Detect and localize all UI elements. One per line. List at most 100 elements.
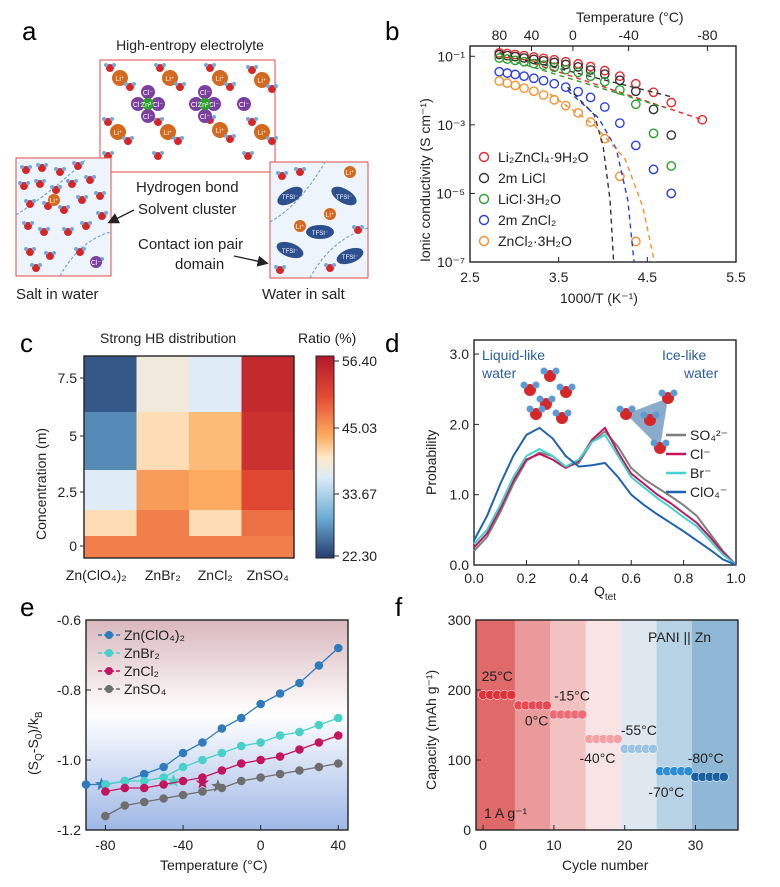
plot-e-axes: -80 -40 0 40 -0.6 -0.8 -1.0 -1.2 (57, 612, 346, 853)
water-hydrogen (76, 195, 80, 199)
plot-b-axes: 2.5 3.5 4.5 5.5 10⁻¹ 10⁻³ 10⁻⁵ 10⁻⁷ (436, 48, 746, 285)
water-molecule (60, 206, 68, 214)
water-molecule (154, 118, 162, 126)
plot-b-legend-label: LiCl·3H₂O (498, 191, 561, 207)
water-hydrogen (104, 211, 108, 215)
water-hydrogen (38, 227, 42, 231)
water-hydrogen (28, 165, 32, 169)
plot-e-point (256, 773, 265, 782)
plot-e-ytick-label: -1.0 (57, 752, 81, 768)
water-hydrogen (26, 181, 30, 185)
plot-d-ytick-label: 2.0 (450, 416, 470, 432)
chloride-ion-label: Cl⁻ (200, 90, 211, 97)
heatmap-cell (136, 470, 190, 511)
plot-b-legend-label: 2m LiCl (498, 170, 545, 186)
water-hydrogen (94, 191, 98, 195)
plot-d-xtick-label: 0.8 (674, 570, 694, 586)
lithium-ion-label: Li⁺ (49, 198, 58, 205)
label-ice-like-water-2: water (683, 365, 719, 381)
heatmap-cell (241, 470, 295, 511)
water-hydrogen (96, 211, 100, 215)
plot-e-point (217, 766, 227, 775)
plot-b-ytick-label: 10⁻⁷ (437, 254, 465, 270)
plot-b-point (510, 80, 521, 91)
plot-e-legend-label: ZnCl₂ (124, 663, 159, 679)
plot-d-legend-label: ClO₄⁻ (690, 484, 727, 500)
water-hydrogen (24, 247, 28, 251)
water-hydrogen (650, 439, 658, 447)
plot-d-xlabel: Qtet (594, 583, 616, 603)
plot-b-point (528, 54, 539, 65)
plot-b-vtf-curve (549, 93, 656, 263)
water-hydrogen (82, 247, 86, 251)
heatmap-cell (136, 510, 190, 537)
water-hydrogen (246, 65, 250, 69)
plot-d-ytick-label: 1.0 (450, 487, 470, 503)
zinc-ion (142, 98, 154, 110)
water-hydrogen (88, 221, 92, 225)
plot-b-point (648, 87, 659, 98)
plot-b-legend-label: Li₂ZnCl₄·9H₂O (498, 149, 589, 165)
plot-e-point (236, 759, 246, 768)
plot-e-legend-marker (105, 631, 113, 639)
water-hydrogen (302, 167, 306, 171)
plot-b-point (560, 59, 571, 70)
plot-b-point (599, 69, 610, 80)
water-molecule (278, 172, 286, 180)
water-hydrogen (254, 117, 258, 121)
water-hydrogen (282, 265, 286, 269)
plot-b-point (614, 84, 625, 95)
plot-f-band (550, 620, 586, 830)
water-hydrogen (538, 405, 546, 413)
lithium-ion-label: Li⁺ (165, 76, 174, 83)
label-hydrogen-bond: Hydrogen bond (136, 179, 239, 196)
plot-d-xtick-label: 0.0 (464, 570, 484, 586)
tfsi-anion (277, 186, 303, 206)
plot-b-legend-label: ZnCl₂·3H₂O (498, 233, 572, 249)
water-hydrogen (160, 151, 164, 155)
plot-e-xtick-label: -40 (173, 837, 193, 853)
water-molecule (104, 118, 112, 126)
plot-b-top-axis: 80 40 0 -40 -80 (492, 27, 718, 51)
water-hydrogen (274, 136, 278, 140)
heatmap-cell (84, 412, 137, 471)
chloride-ion-label: Cl⁻ (153, 102, 164, 109)
plot-b-xtick-label: 5.5 (726, 269, 746, 285)
plot-b-point (648, 104, 659, 115)
plot-e-point (139, 797, 149, 807)
water-molecule (244, 152, 252, 160)
water-hydrogen (182, 82, 186, 86)
water-molecule (56, 168, 64, 176)
water-hydrogen (254, 65, 258, 69)
plot-b-point (538, 60, 549, 71)
plot-b-point (494, 76, 505, 86)
plot-f-temperature-bands (476, 620, 738, 830)
tfsi-anion (331, 186, 357, 206)
plot-f-ytick-label: 200 (448, 682, 472, 698)
heatmap-cell (136, 356, 190, 413)
colorbar-tick-label: 45.03 (342, 420, 377, 436)
chloride-ion-label: Cl⁻ (133, 102, 144, 109)
plot-e-legend: Zn(ClO₄)₂ ZnBr₂ ZnCl₂ ZnSO₄ (98, 627, 185, 697)
plot-e-point (295, 678, 304, 688)
water-hydrogen (132, 82, 136, 86)
water-hydrogen (44, 251, 48, 255)
water-hydrogen (204, 63, 208, 67)
plot-f-band (476, 620, 515, 830)
plot-e-point (139, 783, 149, 793)
plot-f-frame (475, 619, 739, 831)
plot-d-series-line (473, 430, 737, 566)
water-hydrogen (102, 191, 106, 195)
water-hydrogen (104, 63, 108, 67)
plot-e-point (178, 790, 188, 800)
plot-b-point (560, 100, 571, 111)
water-hydrogen (548, 395, 556, 403)
tfsi-anion-label: TFSI⁻ (282, 195, 298, 201)
panel-label-c: c (20, 328, 33, 358)
salt-in-water-molecules: Li⁺ Cl⁻ (15, 159, 112, 277)
water-hydrogen (62, 167, 66, 171)
plot-b-point (599, 102, 610, 112)
water-hydrogen (122, 136, 126, 140)
